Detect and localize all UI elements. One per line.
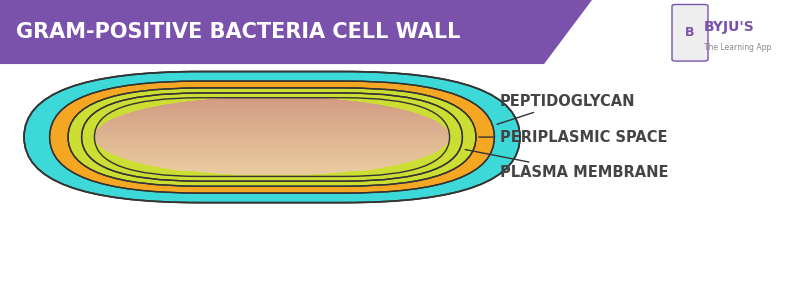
Bar	[99, 144, 445, 146]
Bar	[126, 113, 418, 114]
Bar	[94, 136, 450, 137]
Bar	[217, 98, 327, 100]
Bar	[104, 148, 440, 150]
Bar	[97, 142, 447, 143]
Bar	[98, 143, 446, 145]
Bar	[205, 99, 339, 101]
Bar	[102, 147, 442, 149]
Bar	[121, 156, 423, 158]
Bar	[186, 101, 358, 103]
Bar	[102, 124, 442, 125]
Bar	[121, 115, 423, 117]
Bar	[178, 102, 366, 104]
Bar	[126, 158, 418, 160]
Bar	[130, 159, 414, 161]
Bar	[97, 142, 447, 144]
Bar	[186, 170, 358, 171]
Bar	[118, 155, 426, 157]
Bar	[98, 128, 446, 129]
Bar	[114, 153, 430, 155]
Bar	[172, 103, 372, 105]
Bar	[194, 171, 350, 173]
Bar	[233, 174, 311, 176]
Bar	[102, 125, 442, 126]
Text: PERIPLASMIC SPACE: PERIPLASMIC SPACE	[478, 130, 667, 145]
Bar	[141, 109, 403, 111]
Bar	[116, 154, 428, 156]
Bar	[141, 162, 403, 164]
Bar	[233, 97, 311, 99]
Text: The Learning App: The Learning App	[704, 43, 771, 52]
Bar	[97, 130, 447, 131]
Bar	[194, 100, 350, 102]
Bar	[172, 168, 372, 170]
Bar	[95, 139, 449, 140]
Bar	[100, 145, 444, 147]
Bar	[94, 134, 450, 136]
Bar	[150, 107, 394, 108]
FancyBboxPatch shape	[82, 93, 462, 181]
Bar	[130, 112, 414, 114]
Bar	[97, 129, 447, 130]
Bar	[150, 164, 394, 166]
Bar	[124, 157, 420, 159]
Bar	[205, 172, 339, 173]
FancyBboxPatch shape	[24, 72, 520, 203]
Bar	[102, 146, 442, 148]
Bar	[106, 149, 438, 151]
Bar	[100, 126, 444, 127]
Bar	[95, 133, 449, 134]
Bar	[137, 110, 407, 111]
Bar	[111, 152, 433, 154]
Text: B: B	[686, 26, 694, 39]
Bar	[116, 117, 428, 118]
Bar	[137, 161, 407, 163]
Bar	[94, 136, 450, 138]
Bar	[134, 160, 410, 162]
Bar	[110, 120, 434, 121]
Bar	[106, 122, 438, 123]
Bar	[110, 151, 434, 153]
Bar	[145, 108, 399, 110]
Text: BYJU'S: BYJU'S	[704, 20, 754, 34]
Bar	[160, 105, 384, 107]
Bar	[217, 173, 327, 174]
Bar	[124, 114, 420, 115]
Bar	[114, 118, 430, 119]
Text: PEPTIDOGLYCAN: PEPTIDOGLYCAN	[497, 94, 635, 124]
Bar	[154, 165, 390, 167]
FancyBboxPatch shape	[672, 4, 708, 61]
Bar	[118, 116, 426, 117]
FancyBboxPatch shape	[68, 88, 476, 186]
Text: PLASMA MEMBRANE: PLASMA MEMBRANE	[465, 150, 669, 180]
Text: GRAM-POSITIVE BACTERIA CELL WALL: GRAM-POSITIVE BACTERIA CELL WALL	[16, 22, 460, 42]
Bar	[94, 137, 450, 139]
Bar	[145, 163, 399, 164]
Polygon shape	[0, 0, 592, 64]
Bar	[96, 140, 448, 142]
Bar	[160, 166, 384, 167]
Bar	[166, 167, 378, 169]
Bar	[107, 150, 437, 152]
Bar	[95, 139, 449, 141]
Bar	[154, 106, 390, 108]
Bar	[134, 111, 410, 112]
Bar	[96, 131, 448, 132]
Bar	[166, 104, 378, 105]
Bar	[95, 132, 449, 133]
Bar	[104, 123, 440, 124]
Bar	[178, 169, 366, 170]
FancyBboxPatch shape	[50, 81, 494, 193]
Bar	[107, 121, 437, 122]
Bar	[99, 127, 445, 128]
Bar	[111, 119, 433, 120]
Bar	[94, 134, 450, 135]
